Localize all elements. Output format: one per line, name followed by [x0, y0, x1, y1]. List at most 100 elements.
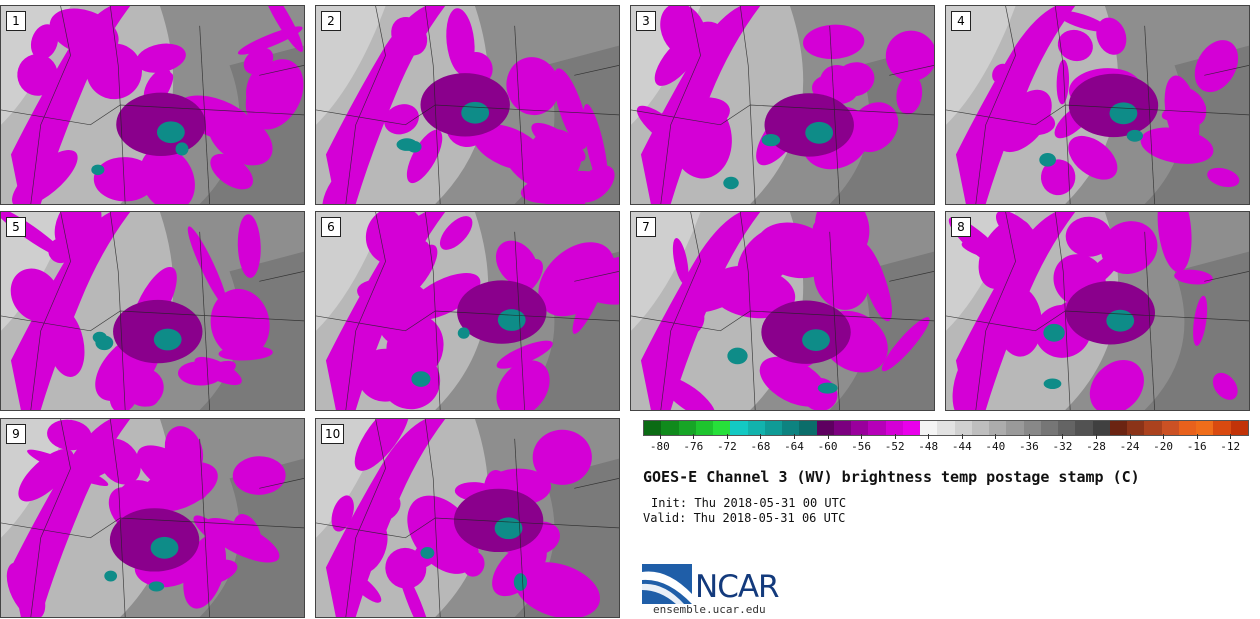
figure-title: GOES-E Channel 3 (WV) brightness temp po… — [643, 468, 1140, 486]
colorbar-swatch — [713, 421, 731, 435]
postage-stamp-panel: 4 — [945, 5, 1250, 205]
satellite-map — [946, 6, 1249, 204]
tick-label: -52 — [884, 440, 905, 453]
logo-text: NCAR — [695, 569, 780, 605]
panel-number-label: 1 — [6, 11, 26, 31]
colorbar-swatch — [971, 421, 989, 435]
panel-number-label: 7 — [636, 217, 656, 237]
tick-label: -24 — [1119, 440, 1140, 453]
colorbar-swatch — [1092, 421, 1110, 435]
satellite-map — [946, 212, 1249, 410]
tick-label: -20 — [1153, 440, 1174, 453]
tick-mark — [827, 434, 829, 439]
panel-number-label: 9 — [6, 424, 26, 444]
ncar-logo-icon — [642, 564, 692, 604]
panel-number-label: 6 — [321, 217, 341, 237]
tick-label: -76 — [683, 440, 704, 453]
postage-stamp-panel: 10 — [315, 418, 620, 618]
colorbar-swatch — [661, 421, 679, 435]
tick-label: -60 — [817, 440, 838, 453]
colorbar-swatch — [730, 421, 748, 435]
colorbar-swatch — [1230, 421, 1248, 435]
tick-label: -48 — [918, 440, 939, 453]
colorbar-swatch — [799, 421, 817, 435]
colorbar-swatch — [885, 421, 903, 435]
panel-number-label: 3 — [636, 11, 656, 31]
colorbar-swatch — [816, 421, 834, 435]
postage-stamp-panel: 7 — [630, 211, 935, 411]
tick-label: -64 — [784, 440, 804, 453]
init-time: Init: Thu 2018-05-31 00 UTC — [651, 496, 847, 510]
colorbar-swatch — [902, 421, 920, 435]
colorbar-swatch — [833, 421, 851, 435]
colorbar-swatch — [868, 421, 886, 435]
postage-stamp-panel: 8 — [945, 211, 1250, 411]
colorbar-swatch — [1196, 421, 1214, 435]
postage-stamp-panel: 6 — [315, 211, 620, 411]
tick-mark — [861, 434, 863, 439]
tick-mark — [726, 434, 728, 439]
colorbar-swatch — [937, 421, 955, 435]
colorbar-swatch — [1075, 421, 1093, 435]
colorbar-swatch — [920, 421, 938, 435]
colorbar-swatch — [695, 421, 713, 435]
tick-label: -44 — [951, 440, 972, 453]
colorbar-swatch — [1058, 421, 1076, 435]
colorbar-swatch — [989, 421, 1007, 435]
tick-label: -68 — [750, 440, 771, 453]
tick-mark — [1196, 434, 1198, 439]
tick-mark — [1062, 434, 1064, 439]
colorbar-swatch — [1178, 421, 1196, 435]
colorbar-swatch — [1023, 421, 1041, 435]
colorbar-swatch — [1109, 421, 1127, 435]
postage-stamp-panel: 9 — [0, 418, 305, 618]
colorbar-swatch — [678, 421, 696, 435]
panel-number-label: 8 — [951, 217, 971, 237]
tick-mark — [1230, 434, 1232, 439]
tick-label: -36 — [1018, 440, 1039, 453]
tick-label: -12 — [1220, 440, 1241, 453]
panel-number-label: 10 — [321, 424, 345, 444]
tick-label: -80 — [649, 440, 670, 453]
colorbar — [643, 420, 1249, 436]
tick-mark — [760, 434, 762, 439]
colorbar-swatch — [782, 421, 800, 435]
satellite-map — [1, 6, 304, 204]
tick-mark — [894, 434, 896, 439]
tick-label: -72 — [716, 440, 737, 453]
colorbar-swatch — [644, 421, 662, 435]
tick-label: -16 — [1186, 440, 1207, 453]
satellite-map — [316, 419, 619, 617]
valid-time: Valid: Thu 2018-05-31 06 UTC — [643, 511, 846, 525]
colorbar-swatch — [1161, 421, 1179, 435]
tick-mark — [794, 434, 795, 439]
satellite-map — [316, 6, 619, 204]
tick-mark — [693, 434, 695, 439]
panel-number-label: 4 — [951, 11, 971, 31]
tick-label: -56 — [851, 440, 872, 453]
colorbar-swatch — [764, 421, 782, 435]
tick-mark — [995, 434, 997, 439]
colorbar-swatch — [1213, 421, 1231, 435]
tick-label: -28 — [1086, 440, 1106, 453]
postage-stamp-panel: 3 — [630, 5, 935, 205]
colorbar-swatch — [1144, 421, 1162, 435]
postage-stamp-panel: 2 — [315, 5, 620, 205]
colorbar-swatch — [1006, 421, 1024, 435]
tick-mark — [928, 434, 930, 439]
colorbar-ticks: -80 -76 -72 -68 -64 -60 -56 -52 -48 -44 -40 -36 -32-… — [643, 434, 1247, 458]
postage-stamp-panel: 5 — [0, 211, 305, 411]
tick-mark — [961, 434, 963, 439]
tick-mark — [1129, 434, 1131, 439]
colorbar-swatch — [747, 421, 765, 435]
tick-mark — [1163, 434, 1165, 439]
colorbar-swatch — [1040, 421, 1058, 435]
tick-label: -40 — [985, 440, 1006, 453]
postage-stamp-panel: 1 — [0, 5, 305, 205]
satellite-map — [631, 212, 934, 410]
colorbar-swatch — [851, 421, 869, 435]
tick-mark — [1096, 434, 1097, 439]
tick-mark — [1028, 434, 1030, 439]
satellite-map — [1, 212, 304, 410]
panel-number-label: 2 — [321, 11, 341, 31]
